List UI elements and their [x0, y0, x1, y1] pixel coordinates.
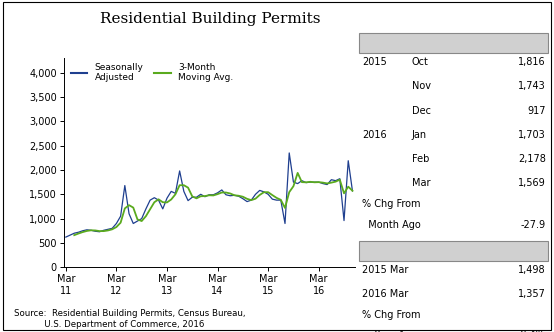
- Text: -9.4%: -9.4%: [518, 330, 546, 332]
- Text: 1,357: 1,357: [518, 289, 546, 299]
- Text: Residential Building Permits: Residential Building Permits: [100, 12, 321, 26]
- Text: 2016: 2016: [362, 130, 386, 140]
- Text: 2015: 2015: [362, 57, 387, 67]
- Text: seasonally adjusted: seasonally adjusted: [405, 38, 502, 48]
- Text: % Chg From: % Chg From: [362, 199, 420, 209]
- Text: % Chg From: % Chg From: [362, 310, 420, 320]
- Legend: Seasonally
Adjusted, 3-Month
Moving Avg.: Seasonally Adjusted, 3-Month Moving Avg.: [71, 63, 233, 82]
- Text: Month Ago: Month Ago: [362, 220, 420, 230]
- Text: Mar: Mar: [412, 178, 430, 188]
- Text: Feb: Feb: [412, 154, 429, 164]
- Text: Nov: Nov: [412, 81, 430, 91]
- Text: -27.9: -27.9: [521, 220, 546, 230]
- Text: unadjusted: unadjusted: [427, 246, 481, 256]
- Text: Source:  Residential Building Permits, Census Bureau,
           U.S. Department: Source: Residential Building Permits, Ce…: [14, 309, 245, 329]
- Text: 1,816: 1,816: [518, 57, 546, 67]
- Text: Jan: Jan: [412, 130, 427, 140]
- Text: 1,498: 1,498: [518, 265, 546, 275]
- Text: 2,178: 2,178: [518, 154, 546, 164]
- Text: Dec: Dec: [412, 106, 430, 116]
- Text: 2015 Mar: 2015 Mar: [362, 265, 408, 275]
- Text: 2016 Mar: 2016 Mar: [362, 289, 408, 299]
- Text: Oct: Oct: [412, 57, 428, 67]
- Text: 1,569: 1,569: [518, 178, 546, 188]
- Text: Year Ago: Year Ago: [362, 330, 417, 332]
- Text: 917: 917: [527, 106, 546, 116]
- Text: 1,743: 1,743: [518, 81, 546, 91]
- Text: 1,703: 1,703: [518, 130, 546, 140]
